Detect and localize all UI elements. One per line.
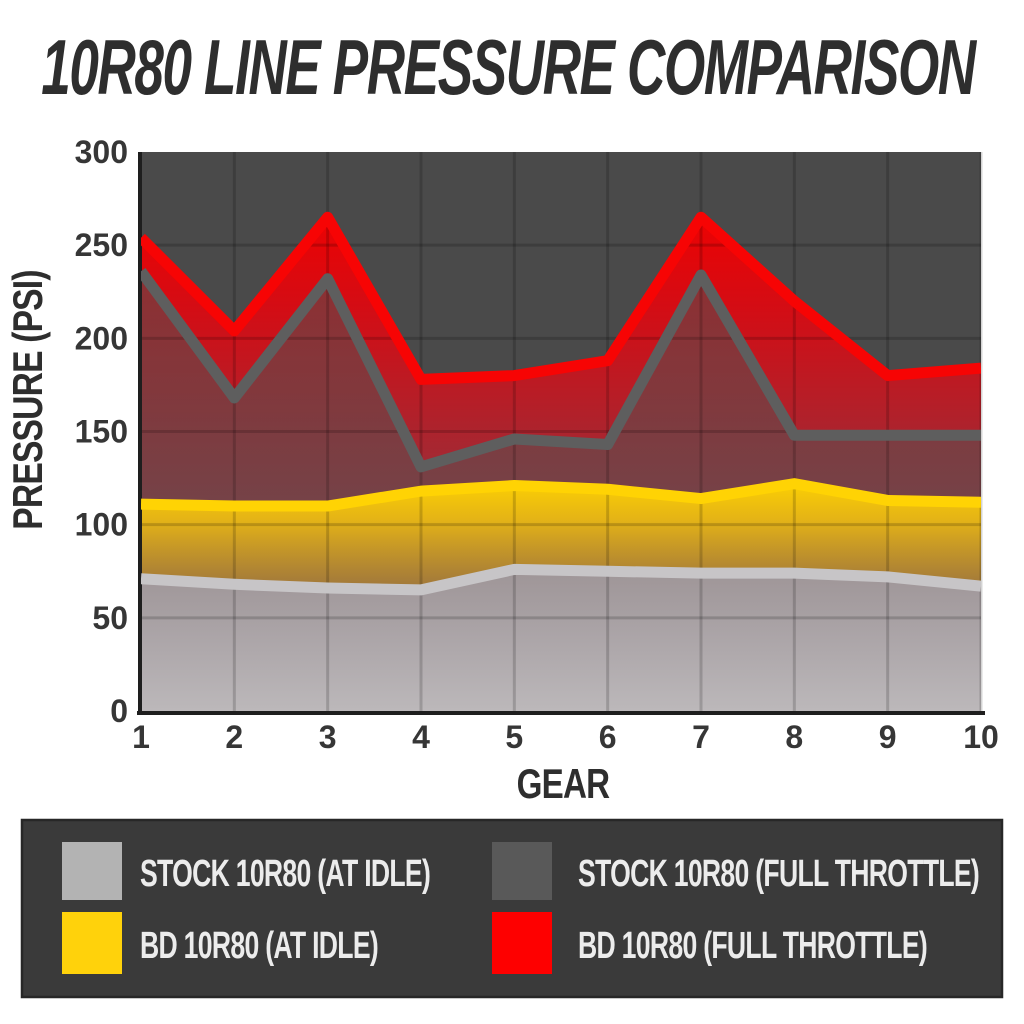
x-tick-label: 9 bbox=[879, 719, 897, 755]
x-tick-label: 1 bbox=[132, 719, 150, 755]
x-tick-label: 4 bbox=[412, 719, 430, 755]
x-tick-label: 5 bbox=[505, 719, 523, 755]
y-tick-label: 250 bbox=[75, 227, 128, 263]
legend-label-stock-idle: STOCK 10R80 (AT IDLE) bbox=[140, 851, 430, 894]
plot-area bbox=[137, 152, 985, 715]
legend-swatch-stock-full-throttle bbox=[492, 842, 552, 900]
y-axis-ticks: 0 50 100 150 200 250 300 bbox=[75, 134, 128, 729]
y-tick-label: 50 bbox=[92, 600, 128, 636]
line-bd-full-throttle bbox=[141, 211, 981, 385]
legend-label-stock-full-throttle: STOCK 10R80 (FULL THROTTLE) bbox=[578, 851, 979, 894]
y-tick-label: 150 bbox=[75, 414, 128, 450]
x-tick-label: 10 bbox=[963, 719, 999, 755]
legend-swatch-bd-full-throttle bbox=[492, 912, 552, 974]
y-tick-label: 300 bbox=[75, 134, 128, 170]
legend-label-bd-idle: BD 10R80 (AT IDLE) bbox=[140, 923, 378, 966]
legend-swatch-stock-idle bbox=[62, 842, 122, 900]
y-tick-label: 200 bbox=[75, 320, 128, 356]
line-stock-idle bbox=[141, 563, 981, 596]
line-stock-full-throttle bbox=[141, 267, 981, 473]
x-axis-title: GEAR bbox=[517, 761, 610, 808]
x-tick-label: 2 bbox=[225, 719, 243, 755]
line-bd-idle bbox=[141, 478, 981, 512]
chart-title: 10R80 LINE PRESSURE COMPARISON bbox=[41, 25, 977, 112]
x-tick-label: 3 bbox=[319, 719, 337, 755]
area-stock-idle bbox=[141, 569, 981, 711]
y-tick-label: 100 bbox=[75, 507, 128, 543]
y-tick-label: 0 bbox=[110, 693, 128, 729]
x-tick-label: 6 bbox=[599, 719, 617, 755]
legend: STOCK 10R80 (AT IDLE) STOCK 10R80 (FULL … bbox=[20, 818, 1004, 999]
x-tick-label: 8 bbox=[785, 719, 803, 755]
legend-swatch-bd-idle bbox=[62, 912, 122, 974]
x-tick-label: 7 bbox=[692, 719, 710, 755]
x-axis-ticks: 1 2 3 4 5 6 7 8 9 10 bbox=[132, 719, 999, 755]
legend-label-bd-full-throttle: BD 10R80 (FULL THROTTLE) bbox=[578, 923, 927, 966]
y-axis-title: PRESSURE (PSI) bbox=[6, 270, 52, 529]
series-lines bbox=[141, 211, 981, 596]
